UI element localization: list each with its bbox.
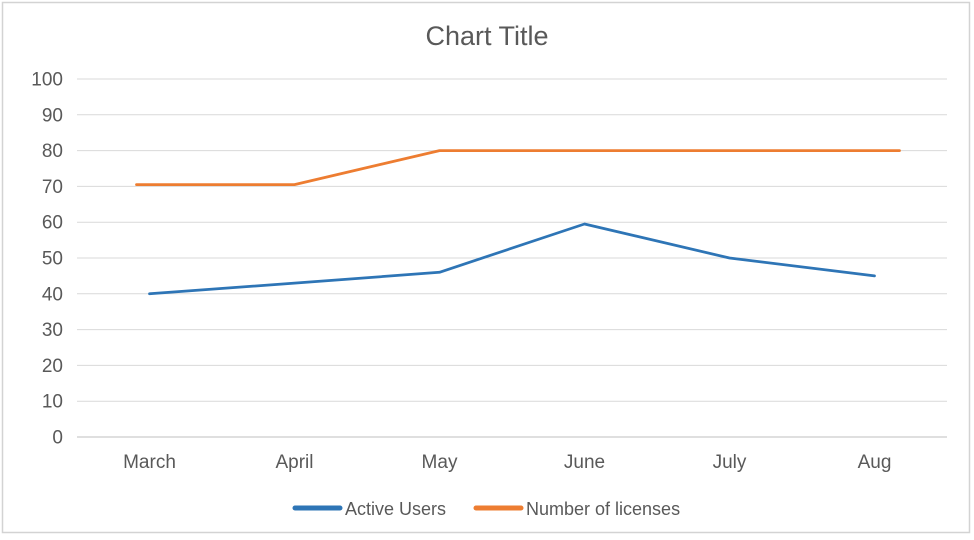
- series-lines-layer: [135, 149, 901, 296]
- legend-label-number-of-licenses: Number of licenses: [526, 499, 680, 519]
- y-axis-tick-label: 50: [42, 249, 63, 270]
- chart-title: Chart Title: [425, 21, 548, 51]
- y-axis-tick-label: 30: [42, 320, 63, 341]
- y-axis-tick-label: 0: [52, 428, 63, 449]
- y-axis-tick-label: 10: [42, 392, 63, 413]
- y-axis-tick-label: 80: [42, 141, 63, 162]
- y-axis-tick-label: 60: [42, 213, 63, 234]
- x-axis-category-label: June: [564, 452, 605, 473]
- y-axis-tick-label: 100: [31, 70, 63, 91]
- x-axis-category-label: March: [123, 452, 176, 473]
- series-line-number-of-licenses: [135, 149, 901, 186]
- x-axis-category-label: July: [713, 452, 747, 473]
- y-axis-tick-label: 20: [42, 356, 63, 377]
- x-axis-category-label: May: [422, 452, 458, 473]
- x-axis-category-label: Aug: [858, 452, 892, 473]
- x-axis-category-label: April: [275, 452, 313, 473]
- chart-legend: Active Users Number of licenses: [292, 499, 680, 519]
- y-axis-tick-label: 70: [42, 177, 63, 198]
- y-axis-tick-label: 40: [42, 284, 63, 305]
- y-axis-labels-layer: 0 10 20 30 40 50 60 70 80 90 100: [31, 70, 63, 449]
- y-axis-tick-label: 90: [42, 105, 63, 126]
- x-axis-labels-layer: March April May June July Aug: [123, 452, 891, 473]
- legend-label-active-users: Active Users: [345, 499, 446, 519]
- series-line-active-users: [148, 222, 876, 296]
